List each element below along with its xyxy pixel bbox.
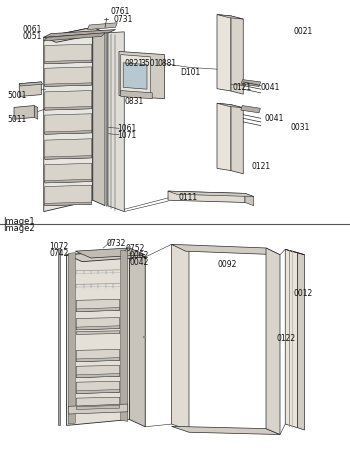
Text: 0821: 0821 (124, 59, 144, 68)
Polygon shape (88, 23, 117, 30)
Polygon shape (76, 397, 120, 410)
Polygon shape (217, 103, 243, 108)
Polygon shape (19, 82, 43, 86)
Text: 0031: 0031 (290, 123, 310, 132)
Text: 0092: 0092 (217, 260, 236, 269)
Polygon shape (68, 404, 128, 414)
Polygon shape (121, 91, 152, 99)
Polygon shape (231, 16, 243, 94)
Polygon shape (121, 55, 150, 96)
Polygon shape (76, 365, 120, 378)
Text: 0051: 0051 (23, 32, 42, 41)
Polygon shape (266, 248, 280, 435)
Polygon shape (68, 253, 75, 424)
Polygon shape (172, 426, 280, 435)
Polygon shape (119, 51, 164, 99)
Polygon shape (168, 191, 245, 202)
Polygon shape (66, 250, 145, 262)
Text: 0881: 0881 (158, 59, 177, 68)
Polygon shape (45, 114, 92, 134)
Polygon shape (14, 106, 34, 119)
Polygon shape (121, 250, 128, 421)
Polygon shape (93, 27, 105, 206)
Polygon shape (241, 106, 260, 113)
Text: 0041: 0041 (264, 114, 284, 123)
Text: 0752: 0752 (126, 244, 145, 253)
Text: 0021: 0021 (294, 27, 313, 36)
Polygon shape (34, 106, 38, 119)
Polygon shape (45, 163, 92, 183)
Polygon shape (168, 191, 254, 197)
Polygon shape (66, 250, 130, 425)
Polygon shape (76, 389, 120, 394)
Text: 0061: 0061 (23, 25, 42, 34)
Polygon shape (76, 331, 120, 334)
Polygon shape (44, 30, 116, 37)
Text: 3501: 3501 (140, 59, 159, 68)
Polygon shape (130, 250, 145, 427)
Polygon shape (45, 60, 92, 64)
Polygon shape (45, 139, 92, 159)
Polygon shape (76, 326, 120, 330)
Text: 0111: 0111 (178, 193, 198, 202)
Text: 0731: 0731 (114, 15, 133, 24)
Text: 0062: 0062 (130, 251, 149, 260)
Polygon shape (108, 32, 124, 212)
Polygon shape (75, 248, 145, 258)
Polygon shape (45, 156, 92, 159)
Text: 0121: 0121 (233, 83, 252, 92)
Text: 0732: 0732 (107, 239, 126, 248)
Text: 1071: 1071 (117, 131, 136, 140)
Text: 0831: 0831 (124, 96, 144, 106)
Polygon shape (76, 349, 120, 362)
Text: 1072: 1072 (49, 242, 68, 251)
Polygon shape (45, 202, 92, 206)
Polygon shape (44, 33, 105, 41)
Polygon shape (76, 358, 120, 362)
Polygon shape (45, 67, 92, 86)
Polygon shape (76, 381, 120, 394)
Polygon shape (217, 15, 243, 19)
Polygon shape (231, 105, 243, 174)
Polygon shape (45, 44, 92, 64)
Polygon shape (45, 106, 92, 110)
Text: Image2: Image2 (4, 224, 35, 233)
Polygon shape (45, 131, 92, 134)
Polygon shape (45, 185, 92, 206)
Polygon shape (45, 91, 92, 110)
Text: 0742: 0742 (49, 249, 68, 258)
Text: 5001: 5001 (7, 91, 26, 100)
Text: 5011: 5011 (7, 115, 26, 124)
Polygon shape (241, 80, 261, 86)
Polygon shape (172, 244, 189, 430)
Polygon shape (45, 179, 92, 183)
Polygon shape (76, 318, 120, 330)
Polygon shape (285, 249, 298, 428)
Text: 0121: 0121 (252, 162, 271, 171)
Polygon shape (245, 193, 254, 206)
Polygon shape (285, 249, 304, 255)
Text: 0761: 0761 (110, 7, 130, 16)
Text: D101: D101 (180, 68, 201, 77)
Polygon shape (76, 299, 120, 312)
Polygon shape (123, 63, 147, 89)
Text: 0042: 0042 (130, 258, 149, 267)
Polygon shape (217, 15, 231, 91)
Polygon shape (217, 103, 231, 171)
Polygon shape (76, 374, 120, 378)
Text: 0041: 0041 (261, 83, 280, 92)
Text: 0012: 0012 (294, 289, 313, 298)
Polygon shape (76, 308, 120, 312)
Polygon shape (44, 27, 105, 42)
Text: Image1: Image1 (4, 217, 35, 226)
Polygon shape (58, 248, 60, 425)
Polygon shape (44, 27, 93, 212)
Text: 0122: 0122 (276, 334, 296, 344)
Polygon shape (19, 82, 41, 96)
Polygon shape (76, 405, 120, 410)
Polygon shape (298, 253, 304, 430)
Polygon shape (172, 244, 280, 255)
Polygon shape (45, 83, 92, 86)
Text: 1061: 1061 (117, 124, 136, 133)
